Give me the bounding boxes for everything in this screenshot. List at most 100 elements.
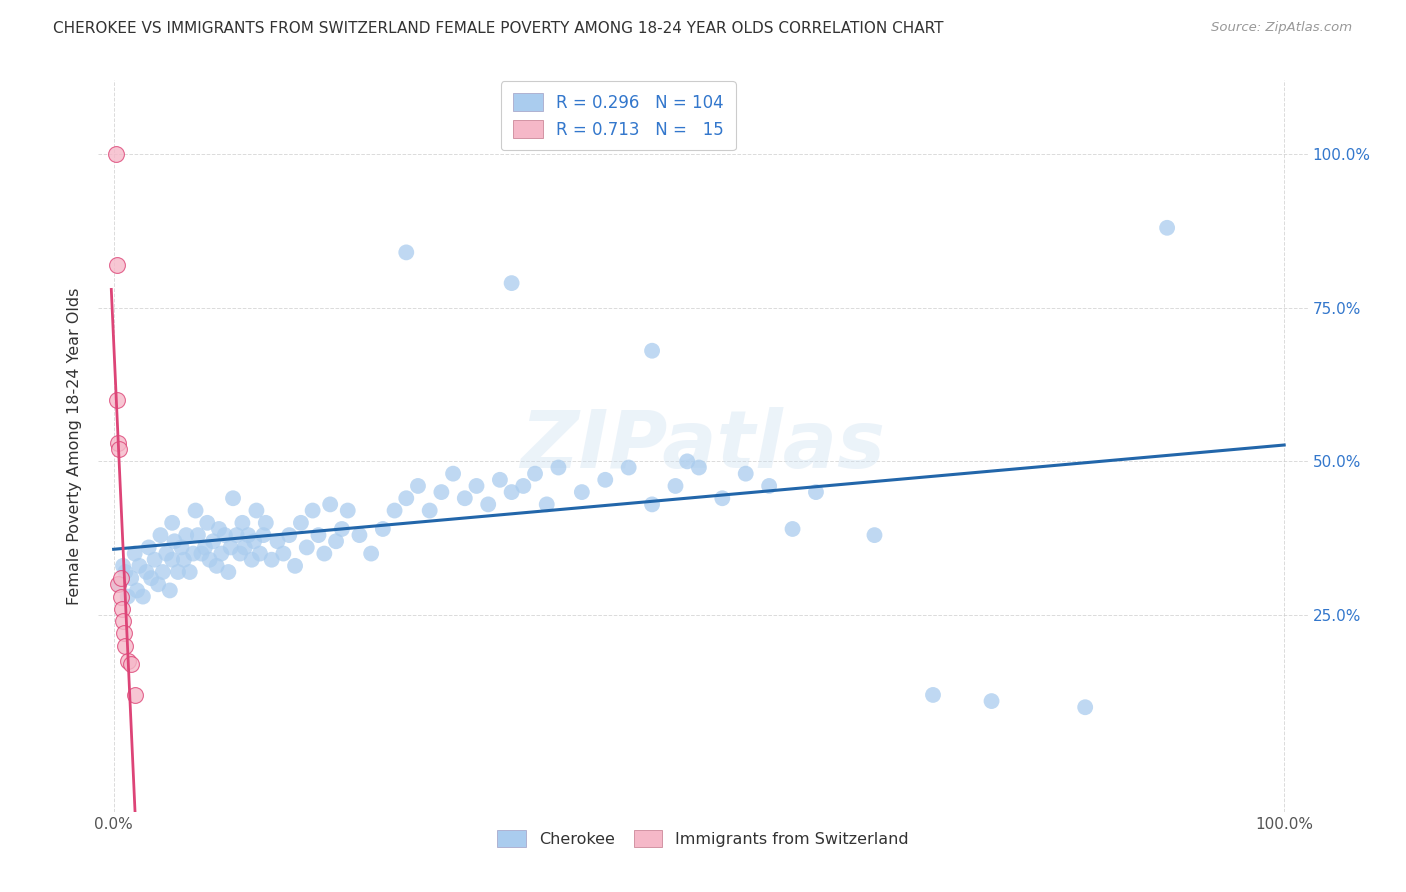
Point — [219, 541, 242, 555]
Point — [465, 479, 488, 493]
Point — [205, 558, 228, 573]
Point — [108, 442, 131, 456]
Point — [120, 571, 142, 585]
Point — [419, 503, 441, 517]
Point — [384, 503, 406, 517]
Point — [641, 497, 664, 511]
Point — [547, 460, 569, 475]
Point — [336, 503, 359, 517]
Point — [155, 547, 177, 561]
Point — [252, 528, 274, 542]
Point — [225, 528, 247, 542]
Point — [198, 552, 221, 566]
Point — [159, 583, 181, 598]
Point — [195, 516, 218, 530]
Point — [214, 528, 236, 542]
Point — [617, 460, 640, 475]
Point — [441, 467, 464, 481]
Point — [477, 497, 499, 511]
Point — [107, 577, 129, 591]
Point — [111, 558, 134, 573]
Point — [222, 491, 245, 506]
Point — [863, 528, 886, 542]
Point — [108, 577, 131, 591]
Point — [104, 147, 127, 161]
Point — [173, 552, 195, 566]
Point — [105, 258, 128, 272]
Point — [174, 528, 197, 542]
Point — [110, 590, 132, 604]
Point — [593, 473, 616, 487]
Point — [734, 467, 756, 481]
Point — [114, 639, 136, 653]
Point — [217, 565, 239, 579]
Point — [187, 528, 209, 542]
Point — [111, 614, 134, 628]
Point — [149, 528, 172, 542]
Point — [120, 657, 142, 672]
Point — [238, 528, 260, 542]
Point — [160, 516, 183, 530]
Point — [202, 534, 225, 549]
Point — [190, 547, 212, 561]
Point — [110, 571, 132, 585]
Point — [194, 541, 217, 555]
Point — [254, 516, 277, 530]
Point — [395, 491, 418, 506]
Point — [571, 485, 593, 500]
Point — [524, 467, 547, 481]
Point — [143, 552, 166, 566]
Point — [489, 473, 512, 487]
Point — [284, 558, 307, 573]
Point — [139, 571, 162, 585]
Point — [922, 688, 945, 702]
Point — [249, 547, 271, 561]
Point — [325, 534, 347, 549]
Point — [184, 503, 207, 517]
Point — [170, 541, 193, 555]
Point — [1156, 220, 1178, 235]
Point — [209, 547, 232, 561]
Point — [454, 491, 477, 506]
Point — [711, 491, 734, 506]
Point — [319, 497, 342, 511]
Point — [782, 522, 804, 536]
Point — [146, 577, 169, 591]
Point — [114, 565, 136, 579]
Point — [295, 541, 318, 555]
Point — [117, 654, 139, 668]
Point — [128, 558, 150, 573]
Point — [117, 590, 139, 604]
Point — [138, 541, 160, 555]
Point — [260, 552, 283, 566]
Point — [243, 534, 266, 549]
Point — [980, 694, 1002, 708]
Text: ZIPatlas: ZIPatlas — [520, 407, 886, 485]
Point — [688, 460, 710, 475]
Text: CHEROKEE VS IMMIGRANTS FROM SWITZERLAND FEMALE POVERTY AMONG 18-24 YEAR OLDS COR: CHEROKEE VS IMMIGRANTS FROM SWITZERLAND … — [53, 21, 943, 37]
Point — [245, 503, 267, 517]
Point — [231, 516, 253, 530]
Point — [512, 479, 534, 493]
Point — [430, 485, 453, 500]
Point — [330, 522, 353, 536]
Point — [266, 534, 288, 549]
Point — [107, 436, 129, 450]
Point — [314, 547, 336, 561]
Point — [536, 497, 558, 511]
Point — [308, 528, 330, 542]
Point — [233, 541, 256, 555]
Point — [163, 534, 186, 549]
Point — [278, 528, 301, 542]
Point — [229, 547, 252, 561]
Point — [758, 479, 780, 493]
Point — [112, 626, 135, 640]
Point — [501, 276, 523, 290]
Point — [125, 583, 148, 598]
Point — [1074, 700, 1097, 714]
Point — [676, 454, 699, 468]
Point — [111, 602, 134, 616]
Point — [371, 522, 394, 536]
Text: Source: ZipAtlas.com: Source: ZipAtlas.com — [1212, 21, 1353, 35]
Point — [179, 565, 201, 579]
